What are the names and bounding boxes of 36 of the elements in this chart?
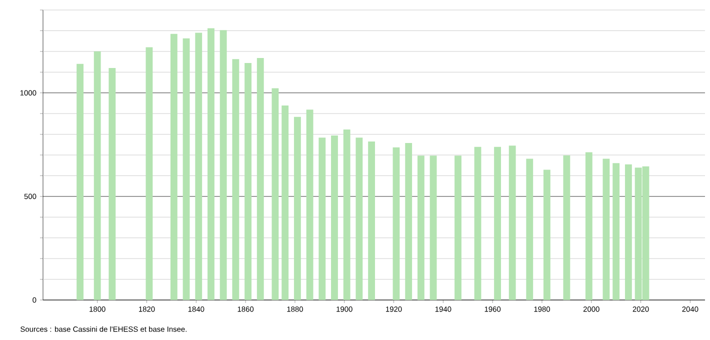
bar <box>543 170 550 300</box>
bar <box>282 105 289 300</box>
bar <box>430 156 437 300</box>
bar <box>602 158 610 300</box>
bar <box>256 58 264 300</box>
bar <box>526 158 534 300</box>
bar <box>454 156 462 300</box>
bar <box>182 38 190 300</box>
bar <box>318 138 326 300</box>
bar <box>405 142 412 300</box>
bar <box>94 51 101 300</box>
bar <box>508 146 516 300</box>
bar <box>306 110 314 300</box>
bar <box>195 32 202 300</box>
bar <box>356 138 363 300</box>
bar <box>343 130 350 300</box>
bar <box>585 152 592 300</box>
bar <box>294 116 301 300</box>
bar <box>474 146 482 300</box>
bar <box>232 59 240 300</box>
bar <box>170 34 178 300</box>
bar <box>220 30 227 300</box>
bar <box>392 147 400 300</box>
bar <box>494 146 501 300</box>
bar <box>108 68 116 300</box>
bar <box>244 63 252 300</box>
bar <box>417 156 424 300</box>
bar <box>331 136 338 300</box>
bar <box>368 142 375 300</box>
bar <box>563 155 570 300</box>
bar <box>624 164 632 300</box>
bar <box>208 28 214 300</box>
bar <box>612 163 620 300</box>
bar <box>146 47 153 300</box>
bar <box>76 64 84 300</box>
bar <box>272 88 279 300</box>
